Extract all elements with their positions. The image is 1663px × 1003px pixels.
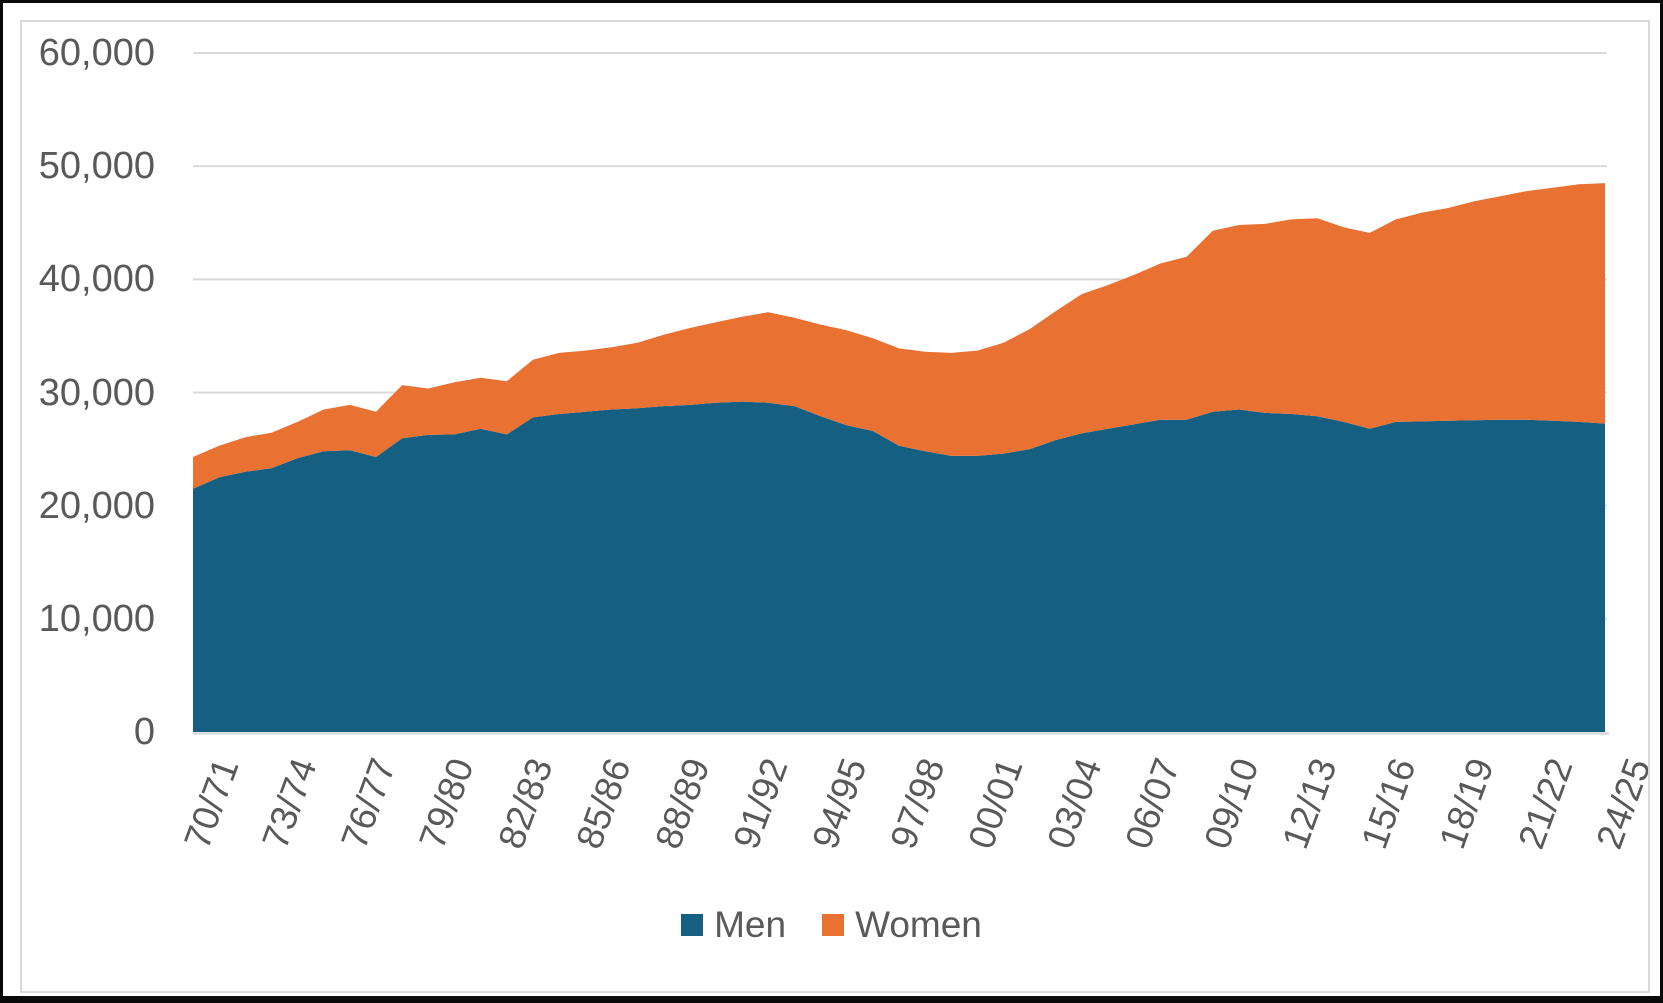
men-area-series: [193, 401, 1605, 732]
y-axis-label: 20,000: [38, 484, 155, 527]
men-legend-swatch: [681, 914, 704, 936]
y-axis-label: 50,000: [38, 145, 155, 188]
y-axis-label: 10,000: [38, 597, 155, 640]
legend-item-women: Women: [822, 902, 982, 948]
y-axis-label: 40,000: [38, 258, 155, 301]
women-area-series: [193, 183, 1605, 489]
legend-item-men: Men: [681, 902, 786, 948]
legend: Men Women: [0, 902, 1663, 948]
women-legend-label: Women: [855, 904, 982, 945]
y-axis-label: 30,000: [38, 371, 155, 414]
women-legend-swatch: [822, 914, 845, 936]
y-axis-label: 60,000: [38, 32, 155, 74]
men-legend-label: Men: [714, 904, 787, 945]
y-axis-label: 0: [133, 711, 155, 753]
